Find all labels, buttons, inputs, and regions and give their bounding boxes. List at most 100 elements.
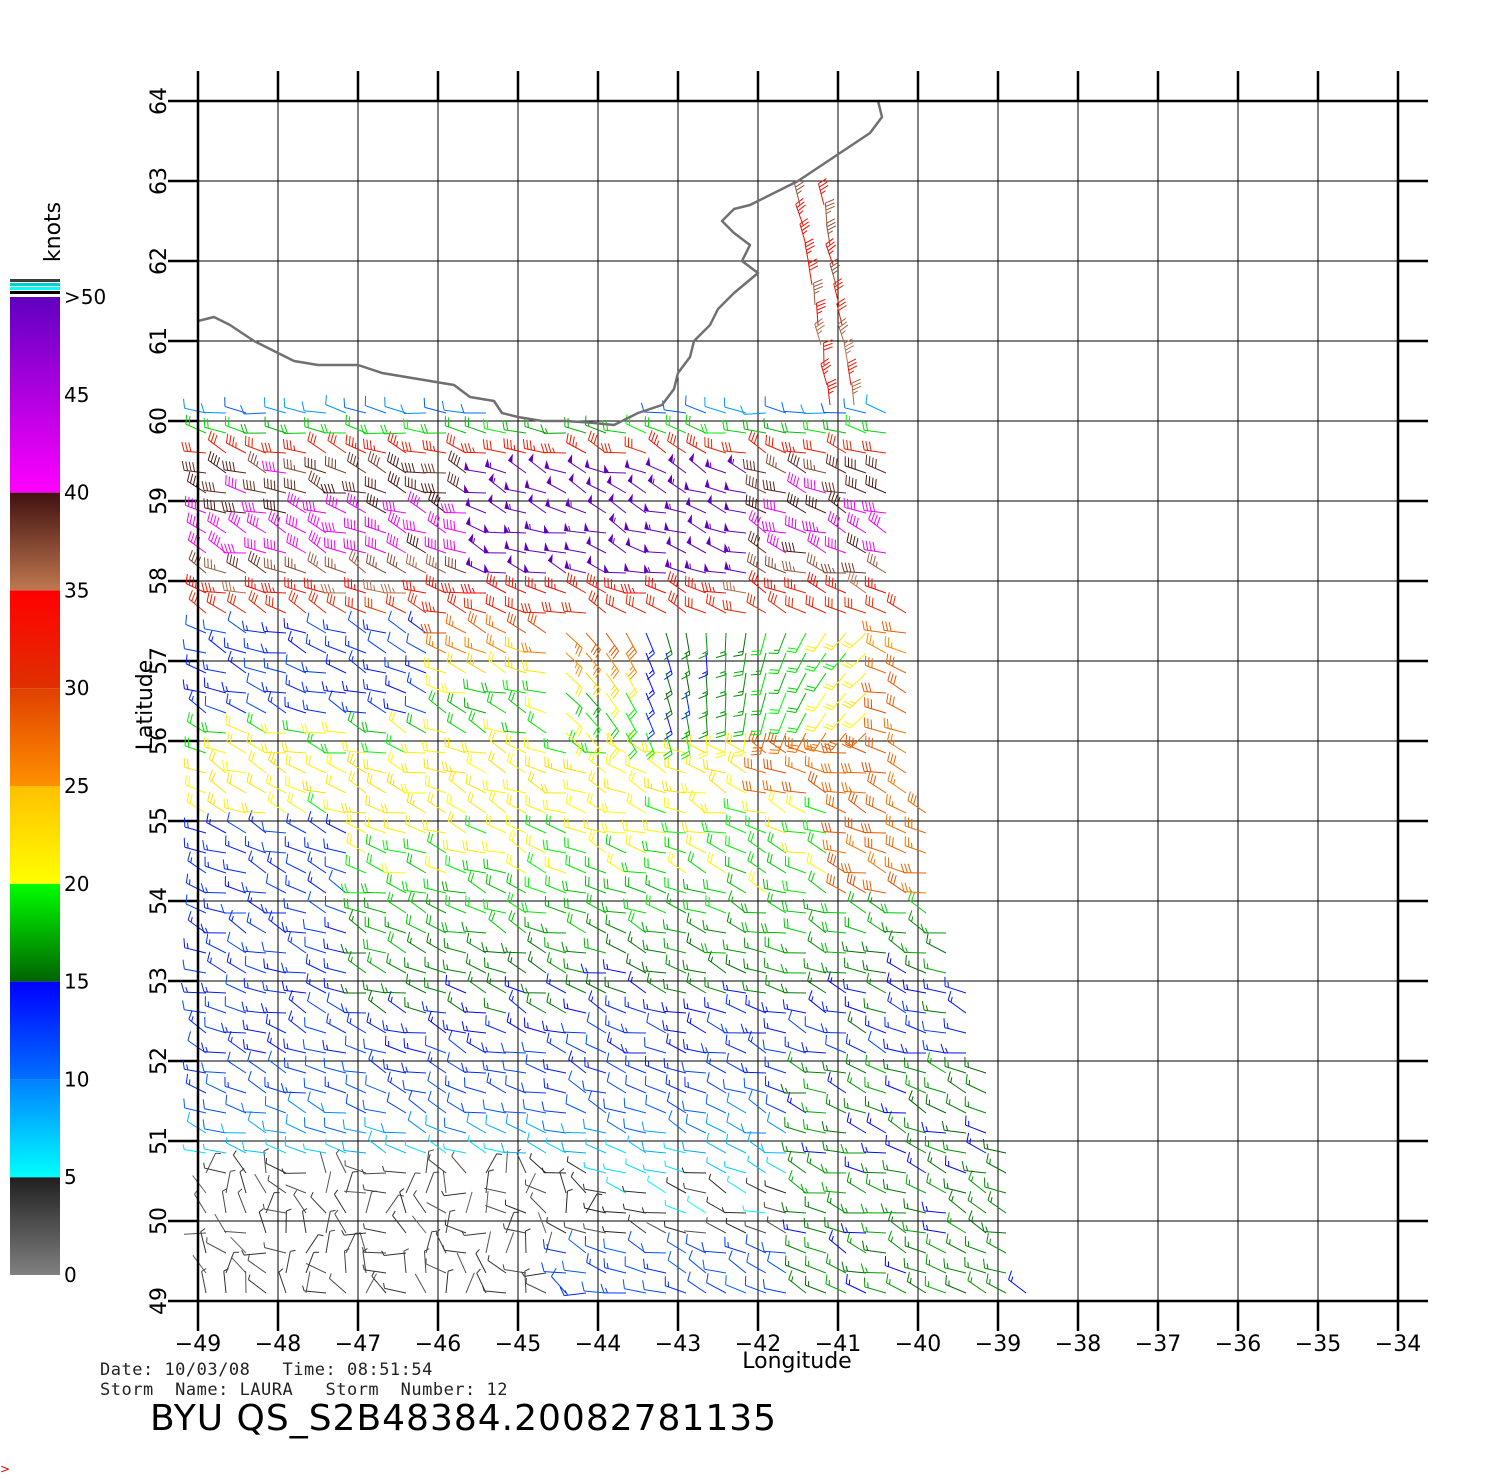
wind-barb bbox=[403, 1248, 409, 1274]
wind-barb bbox=[840, 763, 867, 774]
wind-barb bbox=[541, 1262, 567, 1274]
wind-barb bbox=[844, 456, 867, 474]
wind-barb bbox=[780, 943, 807, 954]
wind-barb bbox=[508, 690, 527, 714]
wind-barb bbox=[542, 1239, 567, 1254]
wind-barb bbox=[408, 890, 427, 914]
wind-barb bbox=[606, 1072, 627, 1094]
wind-barb bbox=[447, 691, 467, 714]
wind-barb bbox=[743, 1077, 767, 1094]
wind-barb bbox=[687, 851, 707, 874]
wind-barb bbox=[202, 659, 227, 674]
wind-barb bbox=[524, 575, 547, 594]
wind-barb bbox=[304, 1055, 327, 1074]
wind-barb bbox=[808, 870, 827, 894]
wind-barb bbox=[585, 652, 601, 678]
wind-barb bbox=[425, 633, 447, 654]
wind-barb bbox=[585, 732, 601, 758]
wind-barb bbox=[627, 493, 647, 514]
wind-barb bbox=[826, 872, 847, 894]
wind-barb bbox=[588, 990, 607, 1014]
wind-barb bbox=[806, 552, 827, 574]
wind-barb bbox=[544, 856, 567, 874]
wind-barb bbox=[427, 1134, 447, 1154]
wind-barb bbox=[441, 400, 467, 414]
wind-barb bbox=[724, 543, 747, 554]
wind-barb bbox=[725, 1217, 747, 1234]
wind-barb bbox=[586, 555, 607, 574]
wind-barb bbox=[207, 791, 227, 814]
wind-barb bbox=[664, 836, 687, 854]
wind-barb bbox=[541, 1101, 567, 1114]
wind-barb bbox=[825, 1274, 847, 1294]
wind-barb bbox=[860, 823, 887, 834]
wind-barb bbox=[724, 501, 747, 514]
wind-barb bbox=[644, 795, 667, 814]
wind-barb bbox=[807, 258, 819, 286]
wind-barb bbox=[801, 1102, 827, 1114]
wind-barb bbox=[961, 1161, 987, 1174]
wind-barb bbox=[827, 510, 847, 534]
wind-barb bbox=[341, 1230, 367, 1236]
wind-barb bbox=[842, 979, 867, 994]
wind-barb bbox=[822, 712, 847, 731]
wind-barb bbox=[326, 992, 347, 1014]
wind-barb bbox=[640, 1243, 667, 1254]
wind-barb bbox=[502, 1060, 527, 1074]
wind-barb bbox=[546, 1216, 567, 1234]
wind-barb bbox=[702, 919, 727, 934]
wind-barb bbox=[203, 417, 227, 434]
wind-barb bbox=[540, 443, 567, 454]
wind-barb bbox=[765, 975, 787, 994]
wind-barb bbox=[445, 613, 467, 634]
wind-barb bbox=[745, 494, 767, 514]
wind-barb bbox=[860, 1163, 887, 1174]
wind-barb bbox=[766, 532, 787, 554]
wind-barb bbox=[720, 1023, 747, 1034]
wind-barb bbox=[825, 574, 847, 594]
wind-barb bbox=[724, 522, 747, 534]
wind-barb bbox=[281, 742, 307, 754]
wind-barb bbox=[307, 871, 327, 894]
wind-barb bbox=[404, 996, 427, 1014]
wind-barb bbox=[364, 396, 387, 414]
wind-barb bbox=[964, 1056, 987, 1074]
wind-barb bbox=[860, 1142, 887, 1154]
wind-barb bbox=[546, 1032, 567, 1054]
wind-barb bbox=[700, 803, 727, 814]
wind-barb bbox=[544, 576, 567, 594]
wind-barb bbox=[841, 692, 867, 709]
wind-barb bbox=[825, 218, 837, 246]
wind-barb bbox=[345, 1171, 359, 1194]
wind-barb bbox=[664, 632, 673, 660]
wind-barb bbox=[266, 1031, 287, 1054]
wind-barb bbox=[680, 782, 707, 794]
wind-barb bbox=[420, 463, 447, 474]
wind-barb bbox=[806, 852, 827, 874]
wind-barb bbox=[285, 1208, 292, 1234]
wind-barb bbox=[463, 697, 487, 714]
wind-barb bbox=[360, 883, 387, 894]
wind-barb bbox=[184, 1232, 207, 1235]
wind-barb bbox=[524, 696, 547, 714]
wind-barb bbox=[624, 521, 647, 534]
wind-barb bbox=[781, 560, 807, 574]
wind-barb bbox=[185, 1073, 207, 1094]
wind-barb bbox=[741, 800, 767, 814]
wind-barb bbox=[704, 436, 727, 454]
wind-barb bbox=[885, 1273, 907, 1294]
wind-barb bbox=[880, 1203, 907, 1214]
wind-barb bbox=[502, 420, 527, 434]
colorbar-cap bbox=[10, 291, 60, 294]
wind-barb bbox=[900, 943, 927, 954]
wind-barb bbox=[361, 742, 387, 754]
wind-barb bbox=[764, 1180, 787, 1194]
wind-barb bbox=[733, 652, 747, 677]
wind-barb bbox=[340, 983, 367, 994]
wind-barb bbox=[386, 1092, 407, 1114]
wind-barb bbox=[341, 802, 367, 814]
wind-barb bbox=[861, 1240, 887, 1254]
wind-barb bbox=[908, 1090, 927, 1114]
wind-barb bbox=[725, 994, 747, 1014]
